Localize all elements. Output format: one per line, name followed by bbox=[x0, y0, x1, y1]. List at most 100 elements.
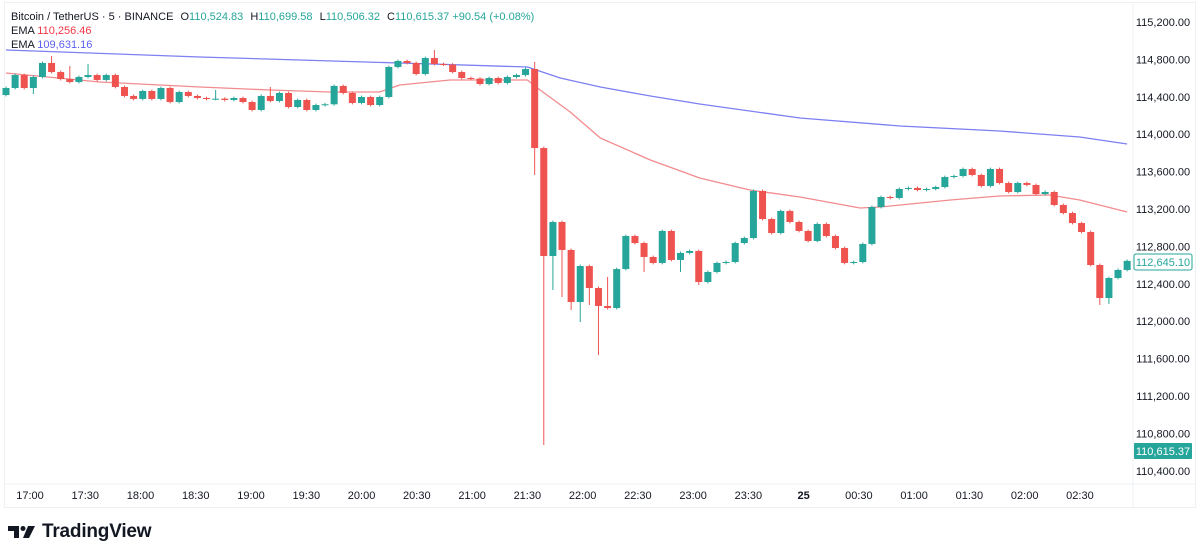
candle-body bbox=[686, 250, 694, 253]
price-axis[interactable]: 115,200.00 114,800.00 114,400.00 114,000.00… bbox=[1136, 17, 1190, 478]
candle bbox=[303, 98, 311, 112]
candle bbox=[494, 76, 502, 85]
candle-body bbox=[294, 99, 302, 107]
candle-body bbox=[339, 85, 347, 93]
last-visible-price-tag: 112,645.10 bbox=[1133, 253, 1193, 271]
candle-body bbox=[412, 62, 420, 74]
time-tick-label: 17:00 bbox=[16, 490, 44, 502]
candle-body bbox=[248, 102, 256, 110]
candle bbox=[1032, 183, 1040, 196]
price-tick-label: 111,200.00 bbox=[1136, 391, 1189, 403]
candle-body bbox=[403, 60, 411, 63]
candle-body bbox=[613, 269, 621, 309]
candle-body bbox=[139, 91, 147, 99]
time-tick-label: 19:30 bbox=[293, 490, 321, 502]
candles bbox=[2, 49, 1131, 445]
candle bbox=[986, 167, 994, 188]
price-tick-label: 114,000.00 bbox=[1136, 129, 1190, 141]
time-tick-label: 01:00 bbox=[900, 490, 928, 502]
candle-body bbox=[75, 76, 83, 83]
candle bbox=[868, 205, 876, 246]
candle-body bbox=[877, 197, 885, 208]
candle bbox=[759, 189, 767, 221]
candle bbox=[1041, 190, 1049, 196]
candle bbox=[1005, 181, 1013, 194]
candle-body bbox=[740, 237, 748, 244]
candle bbox=[522, 67, 530, 77]
candle-body bbox=[886, 197, 894, 199]
candle bbox=[558, 220, 566, 297]
time-axis[interactable]: 17:00 17:30 18:00 18:30 19:00 19:30 20:00 20:30… bbox=[16, 490, 1093, 502]
candle bbox=[184, 90, 192, 98]
candle-body bbox=[312, 105, 320, 110]
time-tick-label: 18:30 bbox=[182, 490, 210, 502]
candle bbox=[312, 103, 320, 112]
candle-body bbox=[594, 288, 602, 306]
candle bbox=[658, 229, 666, 265]
candle-body bbox=[203, 98, 211, 100]
price-tick-label: 115,200.00 bbox=[1136, 17, 1190, 29]
candle bbox=[357, 95, 365, 105]
candle bbox=[175, 90, 183, 104]
candle-body bbox=[950, 175, 958, 178]
candle bbox=[968, 167, 976, 177]
candle bbox=[421, 56, 429, 76]
price-tick-label: 111,600.00 bbox=[1136, 354, 1189, 366]
candle-body bbox=[567, 249, 575, 303]
candle-body bbox=[604, 305, 612, 309]
candle-body bbox=[549, 221, 557, 257]
candle-body bbox=[157, 88, 165, 99]
candle bbox=[330, 84, 338, 106]
time-tick-label: 19:00 bbox=[237, 490, 265, 502]
candle-body bbox=[649, 256, 657, 263]
candle-body bbox=[494, 78, 502, 83]
candle-body bbox=[713, 262, 721, 273]
symbol-title[interactable]: Bitcoin / TetherUS · 5 · BINANCE bbox=[11, 11, 174, 23]
candle bbox=[722, 260, 730, 265]
candle-body bbox=[1050, 191, 1058, 205]
candle-body bbox=[923, 188, 931, 191]
candle-body bbox=[239, 98, 247, 103]
candle-body bbox=[257, 95, 265, 110]
candle bbox=[576, 264, 584, 323]
candle bbox=[977, 173, 985, 188]
ema-lines bbox=[5, 49, 1128, 213]
candle bbox=[1096, 263, 1104, 306]
candle-body bbox=[540, 148, 548, 257]
candle bbox=[385, 65, 393, 99]
candle bbox=[512, 73, 520, 79]
candle bbox=[822, 222, 830, 238]
candle bbox=[203, 96, 211, 101]
candle bbox=[1014, 181, 1022, 194]
candle bbox=[11, 73, 19, 90]
candle-body bbox=[904, 187, 912, 189]
candle bbox=[622, 234, 630, 271]
candle-body bbox=[376, 96, 384, 106]
candle-body bbox=[731, 243, 739, 263]
candle bbox=[667, 229, 675, 262]
candle-body bbox=[722, 262, 730, 264]
ema-legend-2[interactable]: EMA 109,631.16 bbox=[11, 38, 534, 52]
ema-legend-1[interactable]: EMA 110,256.46 bbox=[11, 24, 534, 38]
time-tick-label: 00:30 bbox=[845, 490, 873, 502]
candle bbox=[923, 187, 931, 192]
candle-body bbox=[658, 230, 666, 263]
open-value: 110,524.83 bbox=[189, 11, 244, 23]
ema2-label: EMA bbox=[11, 39, 35, 51]
candle-body bbox=[1123, 260, 1131, 270]
candle bbox=[914, 186, 921, 192]
time-tick-label: 22:30 bbox=[624, 490, 652, 502]
candle-body bbox=[394, 60, 402, 67]
candle-body bbox=[440, 63, 448, 65]
chart-legend: Bitcoin / TetherUS · 5 · BINANCE O110,52… bbox=[11, 10, 534, 52]
candle-body bbox=[622, 236, 630, 270]
candle-body bbox=[20, 75, 28, 89]
candle-body bbox=[977, 174, 985, 186]
candle-body bbox=[503, 76, 511, 83]
tradingview-logo[interactable]: TradingView bbox=[8, 521, 152, 543]
candle bbox=[549, 220, 557, 290]
candle-body bbox=[695, 250, 703, 283]
candle bbox=[57, 70, 65, 81]
candle-body bbox=[968, 168, 976, 175]
